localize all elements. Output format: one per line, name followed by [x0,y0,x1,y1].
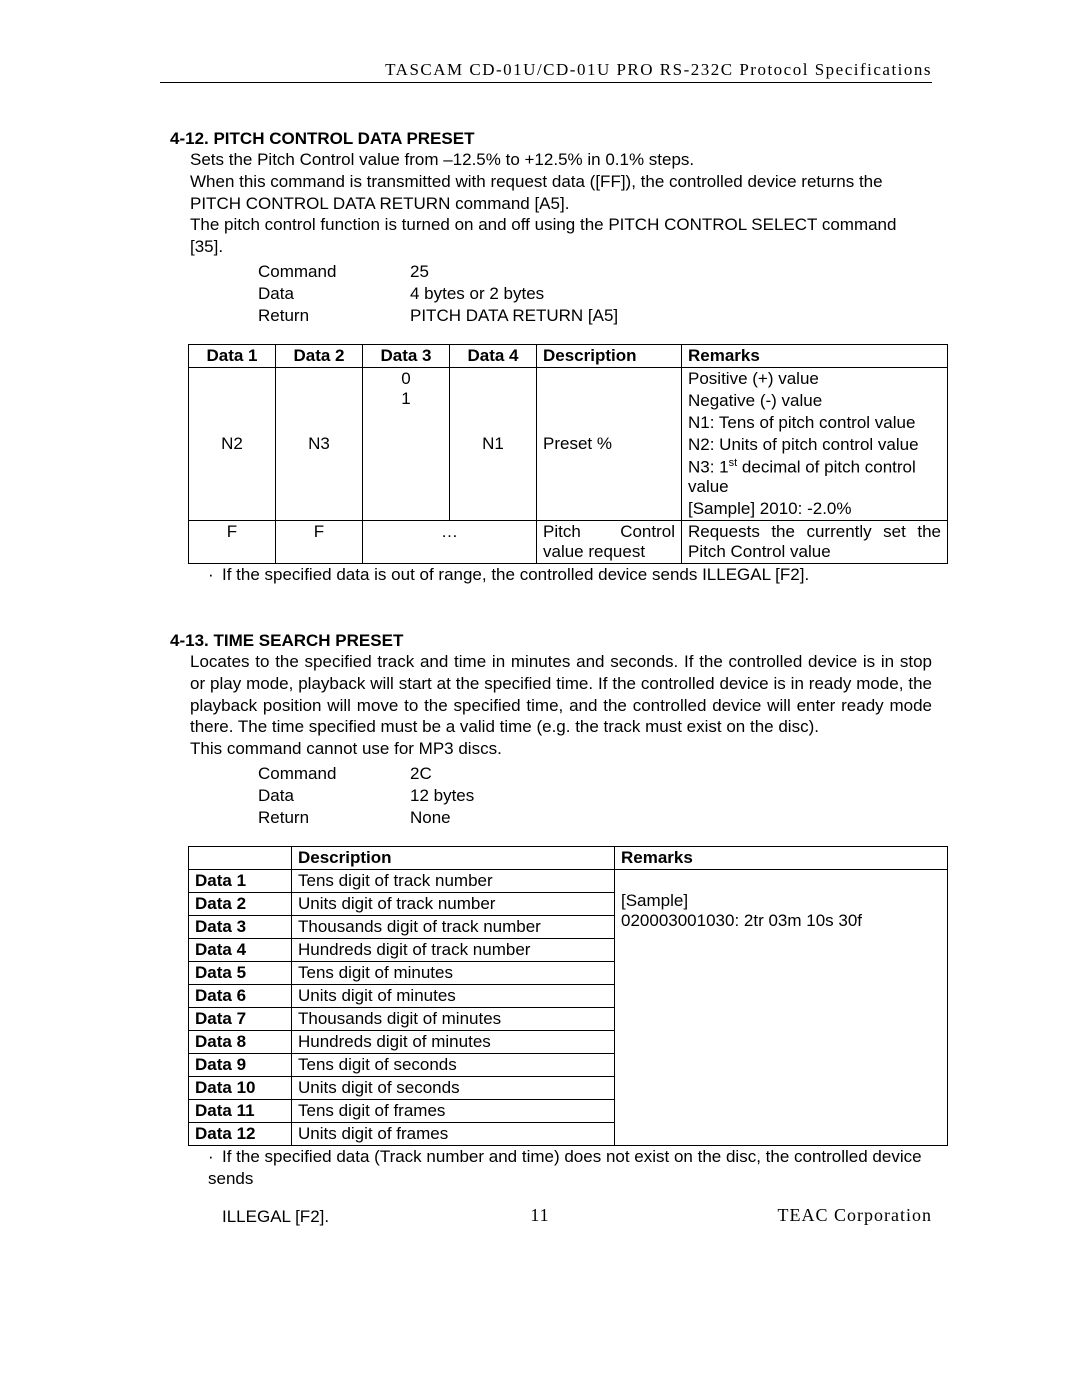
row-key: Data 12 [189,1122,292,1145]
td: N2: Units of pitch control value [682,434,948,456]
td: … [363,521,537,564]
sec412-p1: Sets the Pitch Control value from –12.5%… [190,149,932,171]
row-desc: Hundreds digit of minutes [292,1030,615,1053]
row-desc: Tens digit of track number [292,869,615,892]
td: 0 1 [363,367,450,521]
footer-corp: TEAC Corporation [778,1205,932,1226]
row-desc: Units digit of track number [292,892,615,915]
row-key: Data 10 [189,1076,292,1099]
page-header: TASCAM CD-01U/CD-01U PRO RS-232C Protoco… [160,60,932,83]
sec412-p3: The pitch control function is turned on … [190,214,932,258]
th: Data 2 [276,344,363,367]
td: Negative (-) value [682,390,948,412]
td: Preset % [537,367,682,521]
th [189,846,292,869]
row-desc: Units digit of minutes [292,984,615,1007]
th: Remarks [615,846,948,869]
rem-l2: [Sample] [621,891,941,911]
th: Data 4 [450,344,537,367]
section-413-title: 4-13. TIME SEARCH PRESET [170,631,932,651]
td: N3 [276,367,363,521]
td: [Sample] 2010: -2.0% [682,498,948,521]
cmd-val: 25 [410,262,618,282]
cmd-label: Command [258,764,408,784]
return-label: Return [258,306,408,326]
row-key: Data 8 [189,1030,292,1053]
data-val: 4 bytes or 2 bytes [410,284,618,304]
td: N2 [189,367,276,521]
data-label: Data [258,284,408,304]
section-412-title: 4-12. PITCH CONTROL DATA PRESET [170,129,932,149]
cmd-val: 2C [410,764,474,784]
row-desc: Units digit of frames [292,1122,615,1145]
return-label: Return [258,808,408,828]
remarks-cell: [Sample] 020003001030: 2tr 03m 10s 30f [615,869,948,1145]
td: N3: 1st decimal of pitch control value [682,456,948,499]
note-text: If the specified data is out of range, t… [222,565,809,584]
th: Remarks [682,344,948,367]
td: N1: Tens of pitch control value [682,412,948,434]
return-val: None [410,808,474,828]
sec413-note: ·If the specified data (Track number and… [208,1146,932,1190]
sec412-data-table: Data 1 Data 2 Data 3 Data 4 Description … [188,344,948,565]
row-desc: Hundreds digit of track number [292,938,615,961]
row-key: Data 2 [189,892,292,915]
row-desc: Tens digit of minutes [292,961,615,984]
th: Description [537,344,682,367]
row-key: Data 4 [189,938,292,961]
th: Data 1 [189,344,276,367]
row-key: Data 9 [189,1053,292,1076]
sec413-p2: This command cannot use for MP3 discs. [190,738,932,760]
td: N1 [450,367,537,521]
sec412-cmd-table: Command25 Data4 bytes or 2 bytes ReturnP… [256,260,620,328]
rem5a: N3: 1 [688,457,729,476]
row-key: Data 5 [189,961,292,984]
td: Positive (+) value [682,367,948,390]
note-l1: If the specified data (Track number and … [208,1147,922,1188]
row-desc: Thousands digit of minutes [292,1007,615,1030]
row-key: Data 3 [189,915,292,938]
sec412-p2: When this command is transmitted with re… [190,171,932,215]
row-desc: Tens digit of frames [292,1099,615,1122]
th: Description [292,846,615,869]
row-desc: Tens digit of seconds [292,1053,615,1076]
td: Pitch Control value request [537,521,682,564]
sec412-note: ·If the specified data is out of range, … [208,564,932,586]
d3b: 1 [369,389,443,409]
td: F [189,521,276,564]
row-key: Data 1 [189,869,292,892]
data-label: Data [258,786,408,806]
row-desc: Thousands digit of track number [292,915,615,938]
td: Requests the currently set the Pitch Con… [682,521,948,564]
row-key: Data 6 [189,984,292,1007]
td: F [276,521,363,564]
rem-l3: 020003001030: 2tr 03m 10s 30f [621,911,941,931]
th: Data 3 [363,344,450,367]
row-desc: Units digit of seconds [292,1076,615,1099]
sec413-data-table: Description Remarks Data 1 Tens digit of… [188,846,948,1146]
sec413-cmd-table: Command2C Data12 bytes ReturnNone [256,762,476,830]
row-key: Data 11 [189,1099,292,1122]
rem5sup: st [729,457,738,469]
data-val: 12 bytes [410,786,474,806]
row-key: Data 7 [189,1007,292,1030]
return-val: PITCH DATA RETURN [A5] [410,306,618,326]
cmd-label: Command [258,262,408,282]
sec413-p1: Locates to the specified track and time … [190,651,932,738]
d3a: 0 [369,369,443,389]
